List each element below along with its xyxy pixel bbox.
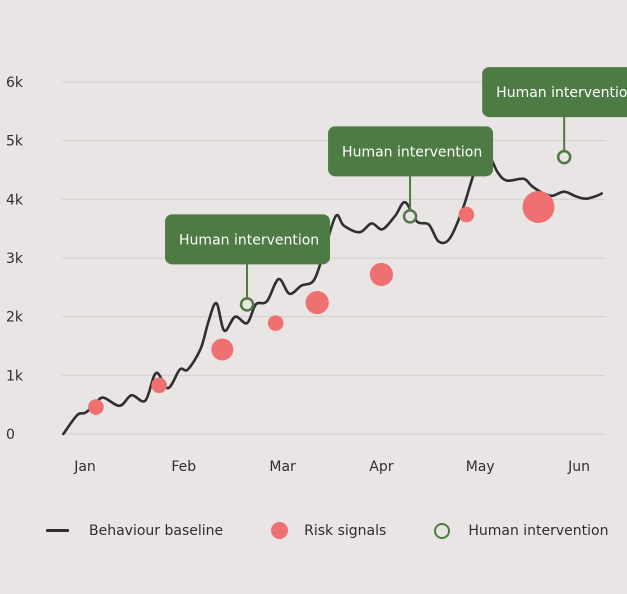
- dot-swatch-icon: [271, 522, 289, 539]
- risk-signal-point: [305, 290, 329, 315]
- intervention-series: Human intervention Human intervention Huma…: [165, 67, 627, 312]
- x-tick-label: Apr: [369, 459, 393, 475]
- line-swatch-icon: [46, 529, 69, 532]
- baseline-line: [62, 154, 603, 436]
- x-tick-label: Feb: [171, 459, 196, 475]
- risk-signal-point: [151, 377, 167, 394]
- intervention-callout-label: Human intervention: [342, 144, 482, 160]
- y-axis: 0 1k 2k 3k 4k 5k 6k: [6, 75, 24, 443]
- risk-signal-point: [458, 206, 475, 223]
- risk-signal-point: [369, 262, 393, 287]
- intervention-callout-label: Human intervention: [179, 232, 319, 248]
- intervention-point: [402, 209, 418, 224]
- x-axis: Jan Feb Mar Apr May Jun: [73, 459, 590, 475]
- legend: Behaviour baseline Risk signals Human in…: [46, 522, 608, 539]
- x-tick-label: Jun: [567, 459, 590, 475]
- baseline-series: [62, 154, 603, 436]
- y-tick-label: 3k: [6, 251, 24, 267]
- intervention-callout: [328, 126, 494, 177]
- risk-signal-point: [522, 190, 555, 223]
- intervention-point: [556, 149, 572, 165]
- y-tick-label: 1k: [6, 368, 24, 384]
- x-tick-label: May: [466, 459, 495, 475]
- legend-label-baseline: Behaviour baseline: [89, 522, 224, 539]
- risk-series: [88, 190, 555, 415]
- intervention-point: [239, 297, 255, 312]
- intervention-callout: [482, 67, 627, 118]
- y-tick-label: 6k: [6, 75, 24, 91]
- legend-label-risk: Risk signals: [304, 522, 387, 539]
- risk-signal-point: [88, 399, 104, 415]
- legend-item-baseline: Behaviour baseline: [46, 523, 223, 539]
- intervention-callout-label: Human intervention: [496, 85, 627, 101]
- risk-signal-point: [267, 315, 284, 331]
- intervention-callout: [165, 214, 331, 265]
- y-tick-label: 2k: [6, 310, 24, 326]
- x-tick-label: Jan: [73, 459, 96, 475]
- y-tick-label: 4k: [6, 192, 24, 208]
- risk-signal-point: [211, 338, 234, 361]
- ring-swatch-icon: [434, 522, 451, 539]
- x-tick-label: Mar: [269, 459, 296, 475]
- legend-item-risk: Risk signals: [271, 522, 386, 539]
- legend-label-intervention: Human intervention: [468, 522, 609, 539]
- y-tick-label: 5k: [6, 134, 24, 150]
- legend-item-intervention: Human intervention: [434, 522, 609, 539]
- y-tick-label: 0: [6, 427, 15, 443]
